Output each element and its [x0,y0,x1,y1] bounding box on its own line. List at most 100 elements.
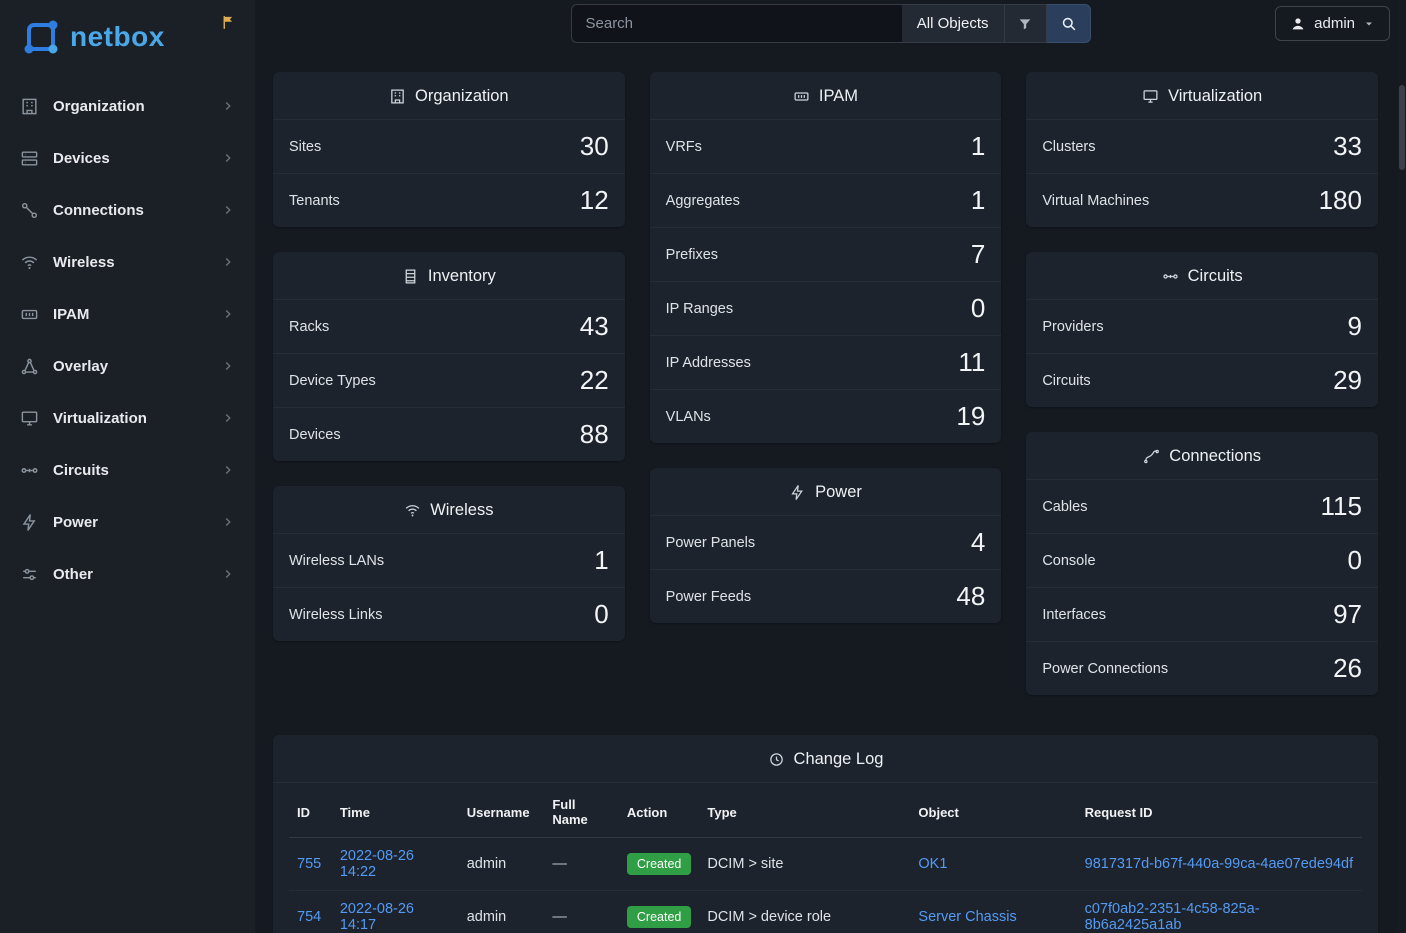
sidebar-item-circuits[interactable]: Circuits [0,444,255,496]
scrollbar-thumb[interactable] [1399,85,1405,170]
sidebar-item-label: Circuits [53,462,109,479]
brand-wordmark[interactable]: netbox [70,21,165,53]
changelog-username: admin [459,891,545,933]
stat-value: 0 [594,599,608,630]
sidebar-item-devices[interactable]: Devices [0,132,255,184]
transit-icon [1162,268,1179,285]
sidebar-item-overlay[interactable]: Overlay [0,340,255,392]
stat-row-racks[interactable]: Racks 43 [273,300,625,353]
stat-row-console[interactable]: Console 0 [1026,533,1378,587]
stat-row-providers[interactable]: Providers 9 [1026,300,1378,353]
cable-icon [1143,448,1160,465]
col-header-id: ID [289,787,332,838]
changelog-card: Change Log ID Time Username Full Name [273,735,1378,933]
stat-row-interfaces[interactable]: Interfaces 97 [1026,587,1378,641]
sidebar-item-label: Virtualization [53,410,147,427]
changelog-time-link[interactable]: 2022-08-26 14:22 [340,848,414,880]
stat-row-circuits[interactable]: Circuits 29 [1026,353,1378,407]
card-title: Power [650,468,1002,516]
stat-row-wireless-lans[interactable]: Wireless LANs 1 [273,534,625,587]
stat-row-cables[interactable]: Cables 115 [1026,480,1378,533]
stat-value: 48 [956,581,985,612]
brand: netbox [0,0,255,72]
filter-button[interactable] [1005,4,1047,43]
stat-row-wireless-links[interactable]: Wireless Links 0 [273,587,625,641]
col-header-type: Type [699,787,910,838]
sidebar-nav: Organization Devices Connections Wireles… [0,80,255,600]
stat-value: 115 [1321,491,1362,522]
stat-row-power-panels[interactable]: Power Panels 4 [650,516,1002,569]
transit-icon [20,461,39,480]
search-input[interactable] [571,4,902,43]
changelog-full-name: — [544,891,619,933]
topbar: All Objects admin [255,0,1406,47]
chevron-right-icon [221,359,235,373]
sidebar-item-ipam[interactable]: IPAM [0,288,255,340]
card-title: Circuits [1026,252,1378,300]
action-badge: Created [627,853,691,875]
object-type-dropdown[interactable]: All Objects [902,4,1005,43]
sidebar-item-other[interactable]: Other [0,548,255,600]
stat-value: 9 [1348,311,1362,342]
changelog-object-link[interactable]: OK1 [918,856,947,872]
changelog-request-id-link[interactable]: c07f0ab2-2351-4c58-825a-8b6a2425a1ab [1085,901,1260,933]
user-menu[interactable]: admin [1275,6,1390,41]
card-title: IPAM [650,72,1002,120]
inventory-card: Inventory Racks 43 Device Types 22 Devic… [273,252,625,461]
chevron-right-icon [221,515,235,529]
stat-value: 19 [956,401,985,432]
stat-value: 4 [971,527,985,558]
graph-icon [20,357,39,376]
col-header-object: Object [910,787,1076,838]
stat-value: 1 [594,545,608,576]
sidebar-item-wireless[interactable]: Wireless [0,236,255,288]
stat-row-ip-addresses[interactable]: IP Addresses 11 [650,335,1002,389]
changelog-type: DCIM > site [699,838,910,891]
changelog-time-link[interactable]: 2022-08-26 14:17 [340,901,414,933]
stat-value: 0 [971,293,985,324]
stat-row-power-feeds[interactable]: Power Feeds 48 [650,569,1002,623]
card-title: Wireless [273,486,625,534]
sidebar-item-label: IPAM [53,306,89,323]
stat-row-ip-ranges[interactable]: IP Ranges 0 [650,281,1002,335]
changelog-full-name: — [544,838,619,891]
sidebar-item-organization[interactable]: Organization [0,80,255,132]
stat-row-aggregates[interactable]: Aggregates 1 [650,173,1002,227]
stat-row-device-types[interactable]: Device Types 22 [273,353,625,407]
stat-row-virtual-machines[interactable]: Virtual Machines 180 [1026,173,1378,227]
search-button[interactable] [1047,4,1091,43]
building-icon [20,97,39,116]
changelog-id-link[interactable]: 754 [297,909,321,925]
stat-row-tenants[interactable]: Tenants 12 [273,173,625,227]
scrollbar[interactable] [1398,0,1406,933]
changelog-request-id-link[interactable]: 9817317d-b67f-440a-99ca-4ae07ede94df [1085,856,1353,872]
sidebar-item-virtualization[interactable]: Virtualization [0,392,255,444]
chevron-right-icon [221,203,235,217]
netbox-logo-icon[interactable] [20,16,62,58]
power-card: Power Power Panels 4 Power Feeds 48 [650,468,1002,623]
caret-down-icon [1363,18,1375,30]
changelog-id-link[interactable]: 755 [297,856,321,872]
stats-column-2: IPAM VRFs 1 Aggregates 1 Prefixes 7 [650,72,1002,623]
dashboard: Organization Sites 30 Tenants 12 Invento… [255,47,1406,933]
changelog-username: admin [459,838,545,891]
col-header-time: Time [332,787,459,838]
action-badge: Created [627,906,691,928]
dots-icon [20,565,39,584]
sidebar-item-power[interactable]: Power [0,496,255,548]
pin-sidebar-icon[interactable] [220,14,237,31]
stat-row-vlans[interactable]: VLANs 19 [650,389,1002,443]
stat-row-vrfs[interactable]: VRFs 1 [650,120,1002,173]
stat-row-devices[interactable]: Devices 88 [273,407,625,461]
stat-row-power-connections[interactable]: Power Connections 26 [1026,641,1378,695]
stat-row-sites[interactable]: Sites 30 [273,120,625,173]
sidebar-item-connections[interactable]: Connections [0,184,255,236]
changelog-object-link[interactable]: Server Chassis [918,909,1016,925]
chevron-right-icon [221,411,235,425]
chevron-right-icon [221,567,235,581]
stat-value: 180 [1319,185,1362,216]
stat-row-prefixes[interactable]: Prefixes 7 [650,227,1002,281]
stat-row-clusters[interactable]: Clusters 33 [1026,120,1378,173]
changelog-row: 754 2022-08-26 14:17 admin — Created DCI… [289,891,1362,933]
building-icon [389,88,406,105]
